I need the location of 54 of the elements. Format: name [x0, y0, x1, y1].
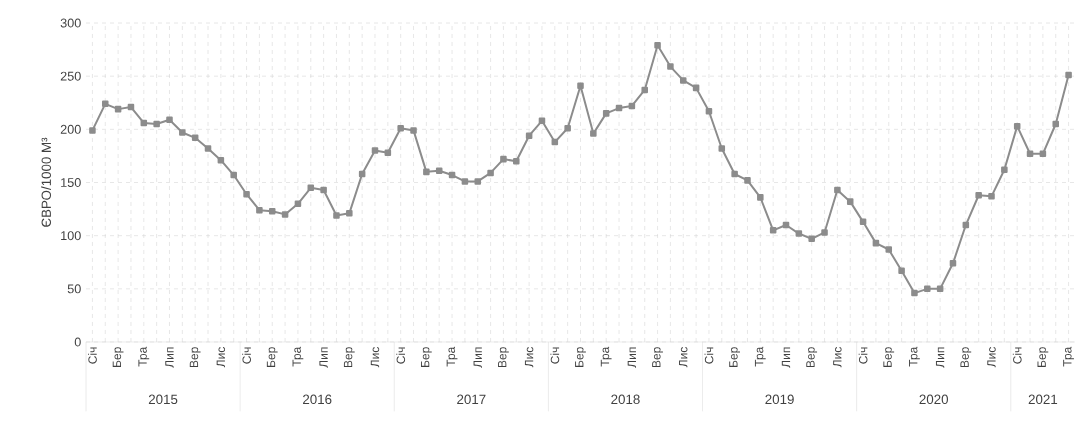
text: 2021 [1028, 394, 1058, 405]
x-tick-label: Тра [138, 346, 150, 367]
x-tick-label: Бер [420, 347, 432, 367]
x-tick-label: Січ [550, 347, 560, 364]
x-tick-label: Тра [292, 346, 304, 367]
x-tick-label: Січ [704, 347, 714, 364]
x-tick-label: Бер [266, 347, 278, 367]
x-tick-label: Лип [781, 347, 791, 368]
x-tick-label: Лип [165, 347, 174, 368]
x-tick-label: Бер [575, 347, 586, 367]
x-tick-label: Вер [806, 347, 818, 368]
x-tick-label: Січ [242, 347, 251, 364]
y-tick-label: 100 [61, 231, 81, 241]
x-tick-label: Бер [883, 347, 895, 367]
y-tick-label: 300 [60, 18, 81, 28]
x-tick-label: Тра [754, 346, 766, 367]
x-tick-label: Бер [1037, 347, 1049, 367]
text: 2016 [303, 394, 332, 405]
x-tick-label: Лис [216, 347, 226, 368]
y-tick-label: 250 [60, 71, 81, 81]
x-tick-label: Січ [1012, 347, 1022, 364]
x-tick-label: Тра [1063, 346, 1074, 367]
x-tick-label: Лис [370, 347, 380, 368]
x-tick-label: Тра [600, 346, 612, 367]
y-tick-label: 50 [67, 284, 81, 294]
y-tick-label: 150 [61, 178, 81, 187]
x-tick-label: Лис [833, 347, 842, 368]
x-tick-label: Січ [858, 347, 868, 364]
y-tick-label: 200 [60, 124, 81, 134]
x-tick-label: Лип [473, 347, 482, 368]
x-tick-label: Бер [112, 347, 124, 367]
x-tick-label: Лип [627, 347, 637, 368]
x-tick-label: Лип [319, 347, 328, 368]
x-tick-label: Вер [498, 347, 509, 368]
x-tick-label: Вер [189, 347, 201, 368]
text: 2017 [457, 394, 486, 405]
x-tick-label: Лис [987, 347, 996, 368]
y-tick-label: 0 [74, 337, 81, 347]
text: 2015 [148, 394, 178, 405]
x-tick-label: Січ [88, 347, 97, 364]
x-tick-label: Вер [343, 347, 355, 368]
x-tick-label: Лис [524, 347, 534, 368]
x-tick-label: Тра [446, 346, 458, 367]
x-tick-label: Бер [729, 347, 740, 367]
x-tick-label: Вер [652, 347, 663, 368]
x-tick-label: Лип [935, 347, 945, 368]
y-axis-title: ЄВРО/1000 М³ [41, 137, 51, 227]
x-tick-label: Вер [960, 347, 972, 368]
text: 2018 [611, 394, 640, 405]
x-tick-label: Тра [909, 346, 920, 367]
text: 2020 [919, 394, 949, 405]
text: 2019 [765, 394, 794, 405]
x-tick-label: Січ [396, 347, 406, 364]
x-tick-label: Лис [679, 347, 688, 368]
